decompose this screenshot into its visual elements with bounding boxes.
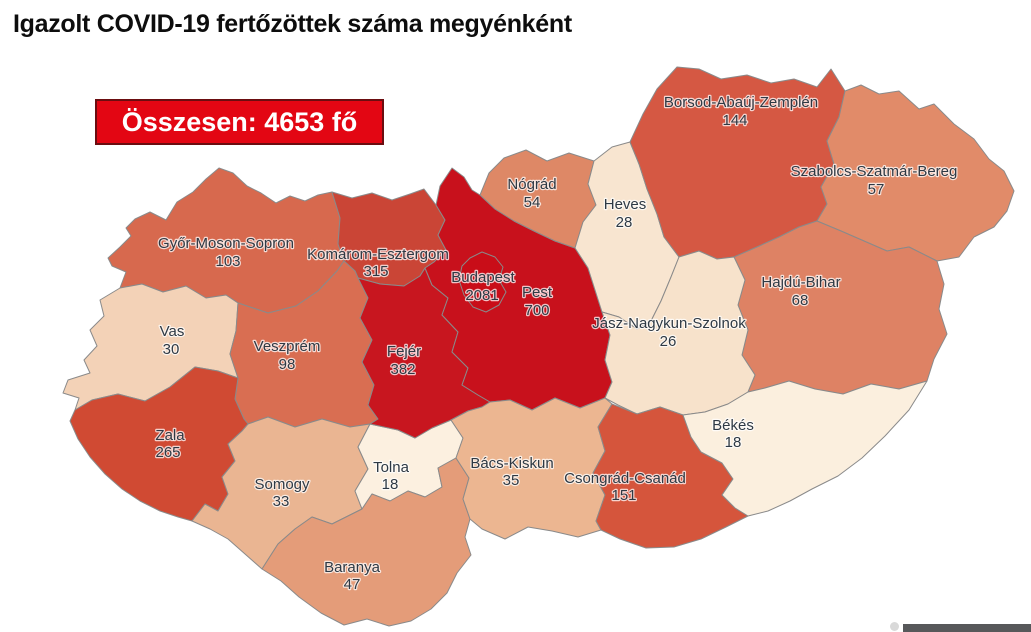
county-label-bacs-kiskun: Bács-Kiskun (470, 455, 553, 472)
county-label-hajdu-bihar: Hajdú-Bihar (761, 274, 840, 291)
county-baranya (261, 457, 472, 627)
county-cases-zala: 265 (155, 444, 180, 461)
county-label-bekes: Békés (712, 417, 754, 434)
county-cases-nograd: 54 (524, 194, 541, 211)
county-cases-somogy: 33 (273, 493, 290, 510)
county-label-borsod-abauj-zemplen: Borsod-Abaúj-Zemplén (664, 94, 818, 111)
county-jasz-nagykun-szolnok (601, 250, 756, 416)
county-label-gyor-moson-sopron: Győr-Moson-Sopron (158, 235, 294, 252)
county-label-heves: Heves (604, 196, 647, 213)
county-cases-csongrad-csanad: 151 (611, 487, 636, 504)
footer-dot (890, 622, 899, 631)
county-cases-borsod-abauj-zemplen: 144 (722, 112, 747, 129)
total-badge: Összesen: 4653 fő (95, 99, 384, 145)
county-cases-bacs-kiskun: 35 (503, 472, 520, 489)
county-label-csongrad-csanad: Csongrád-Csanád (564, 470, 686, 487)
county-cases-fejer: 382 (390, 361, 415, 378)
county-cases-gyor-moson-sopron: 103 (215, 253, 240, 270)
county-label-tolna: Tolna (373, 459, 410, 476)
county-label-budapest: Budapest (451, 269, 515, 286)
county-cases-veszprem: 98 (279, 356, 296, 373)
county-label-komarom-esztergom: Komárom-Esztergom (307, 246, 449, 263)
county-cases-heves: 28 (616, 214, 633, 231)
county-label-fejer: Fejér (387, 343, 421, 360)
county-label-nograd: Nógrád (507, 176, 556, 193)
page-title: Igazolt COVID-19 fertőzöttek száma megyé… (13, 10, 572, 38)
county-cases-vas: 30 (163, 341, 180, 358)
county-bacs-kiskun (450, 397, 613, 540)
footer-bar (903, 624, 1031, 632)
county-label-zala: Zala (155, 427, 185, 444)
county-label-baranya: Baranya (324, 559, 381, 576)
county-cases-hajdu-bihar: 68 (792, 292, 809, 309)
county-cases-tolna: 18 (382, 476, 399, 493)
county-label-veszprem: Veszprém (254, 338, 321, 355)
county-label-vas: Vas (160, 323, 185, 340)
county-cases-szabolcs-szatmar-bereg: 57 (868, 181, 885, 198)
county-cases-pest: 700 (524, 302, 549, 319)
county-cases-jasz-nagykun-szolnok: 26 (660, 333, 677, 350)
county-label-jasz-nagykun-szolnok: Jász-Nagykun-Szolnok (592, 315, 746, 332)
county-label-szabolcs-szatmar-bereg: Szabolcs-Szatmár-Bereg (791, 163, 958, 180)
county-label-somogy: Somogy (254, 476, 310, 493)
county-cases-bekes: 18 (725, 434, 742, 451)
county-cases-baranya: 47 (344, 576, 361, 593)
county-budapest (458, 251, 507, 313)
county-label-pest: Pest (522, 284, 553, 301)
county-cases-budapest: 2081 (465, 287, 498, 304)
county-bekes (682, 380, 928, 517)
county-cases-komarom-esztergom: 315 (363, 263, 388, 280)
county-szabolcs-szatmar-bereg (816, 84, 1015, 262)
